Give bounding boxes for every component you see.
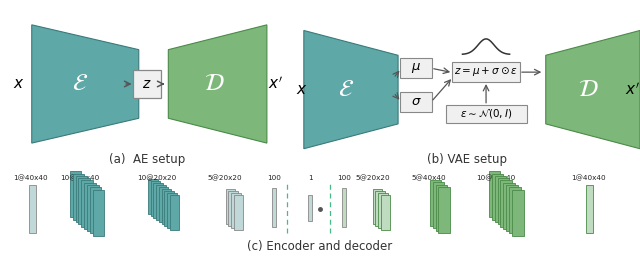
Text: $\varepsilon \sim \mathcal{N}(0, I)$: $\varepsilon \sim \mathcal{N}(0, I)$	[460, 107, 512, 120]
Bar	[498, 178, 509, 224]
Bar	[164, 191, 174, 226]
Bar	[234, 195, 243, 230]
Bar	[506, 185, 518, 231]
Polygon shape	[546, 30, 640, 149]
Text: 1@40x40: 1@40x40	[13, 175, 48, 181]
Text: $x$: $x$	[13, 77, 25, 91]
Text: $\mathcal{D}$: $\mathcal{D}$	[578, 78, 598, 101]
Text: 5@40x40: 5@40x40	[412, 175, 446, 181]
Bar	[438, 187, 450, 233]
Bar	[504, 183, 515, 229]
Text: $z = \mu + \sigma \odot \varepsilon$: $z = \mu + \sigma \odot \varepsilon$	[454, 66, 518, 79]
Bar	[342, 188, 346, 227]
Bar	[381, 195, 390, 230]
Bar	[500, 180, 512, 227]
Bar	[489, 171, 500, 217]
Text: (c) Encoder and decoder: (c) Encoder and decoder	[248, 240, 392, 253]
Text: 1@40x40: 1@40x40	[572, 175, 606, 181]
Bar	[156, 185, 166, 220]
Text: $\mathcal{D}$: $\mathcal{D}$	[204, 72, 225, 95]
Bar	[430, 180, 442, 226]
Bar	[161, 189, 171, 224]
Bar	[159, 187, 168, 222]
Bar	[84, 183, 96, 229]
Text: $x'$: $x'$	[625, 81, 639, 98]
Bar	[378, 193, 388, 228]
Bar	[231, 193, 241, 228]
Text: 10@20x20: 10@20x20	[137, 175, 177, 181]
Bar	[372, 189, 382, 224]
Bar	[495, 176, 506, 222]
Bar	[76, 176, 87, 222]
Bar	[154, 183, 163, 218]
Text: $\mathcal{E}$: $\mathcal{E}$	[72, 72, 88, 95]
FancyBboxPatch shape	[400, 58, 433, 78]
Bar	[79, 178, 90, 224]
Polygon shape	[32, 25, 139, 143]
Text: $x$: $x$	[296, 83, 308, 97]
Text: $z$: $z$	[143, 77, 152, 91]
Text: (b) VAE setup: (b) VAE setup	[428, 154, 508, 166]
Bar	[492, 174, 503, 220]
Polygon shape	[304, 30, 398, 149]
FancyBboxPatch shape	[400, 92, 433, 112]
Bar	[272, 188, 275, 227]
Bar	[93, 190, 104, 236]
Text: $\mathcal{E}$: $\mathcal{E}$	[338, 78, 355, 101]
Text: 10@40x40: 10@40x40	[476, 175, 516, 181]
Bar	[148, 179, 157, 214]
Bar	[376, 191, 385, 226]
Bar	[509, 187, 521, 233]
Text: (a)  AE setup: (a) AE setup	[109, 154, 186, 166]
Bar	[435, 185, 447, 231]
Bar	[586, 185, 593, 233]
Bar	[90, 187, 102, 233]
Bar	[87, 185, 99, 231]
FancyBboxPatch shape	[133, 70, 161, 98]
Text: 100: 100	[337, 175, 351, 181]
Bar	[433, 182, 444, 228]
Bar	[81, 180, 93, 227]
Text: 10@40x40: 10@40x40	[60, 175, 100, 181]
Text: $x'$: $x'$	[268, 76, 283, 92]
Bar	[73, 174, 84, 220]
Bar	[151, 181, 161, 216]
Bar	[70, 171, 81, 217]
Bar	[308, 195, 312, 221]
Text: 1: 1	[308, 175, 312, 181]
Bar	[170, 195, 179, 230]
FancyBboxPatch shape	[452, 62, 520, 82]
Text: 5@20x20: 5@20x20	[355, 175, 390, 181]
Bar	[29, 185, 36, 233]
Bar	[225, 189, 235, 224]
FancyBboxPatch shape	[445, 104, 527, 123]
Bar	[512, 190, 524, 236]
Bar	[167, 193, 177, 228]
Text: 5@20x20: 5@20x20	[208, 175, 243, 181]
Text: 100: 100	[267, 175, 280, 181]
Polygon shape	[168, 25, 267, 143]
Text: $\mu$: $\mu$	[411, 61, 421, 75]
Text: $\sigma$: $\sigma$	[411, 95, 422, 109]
Bar	[228, 191, 238, 226]
